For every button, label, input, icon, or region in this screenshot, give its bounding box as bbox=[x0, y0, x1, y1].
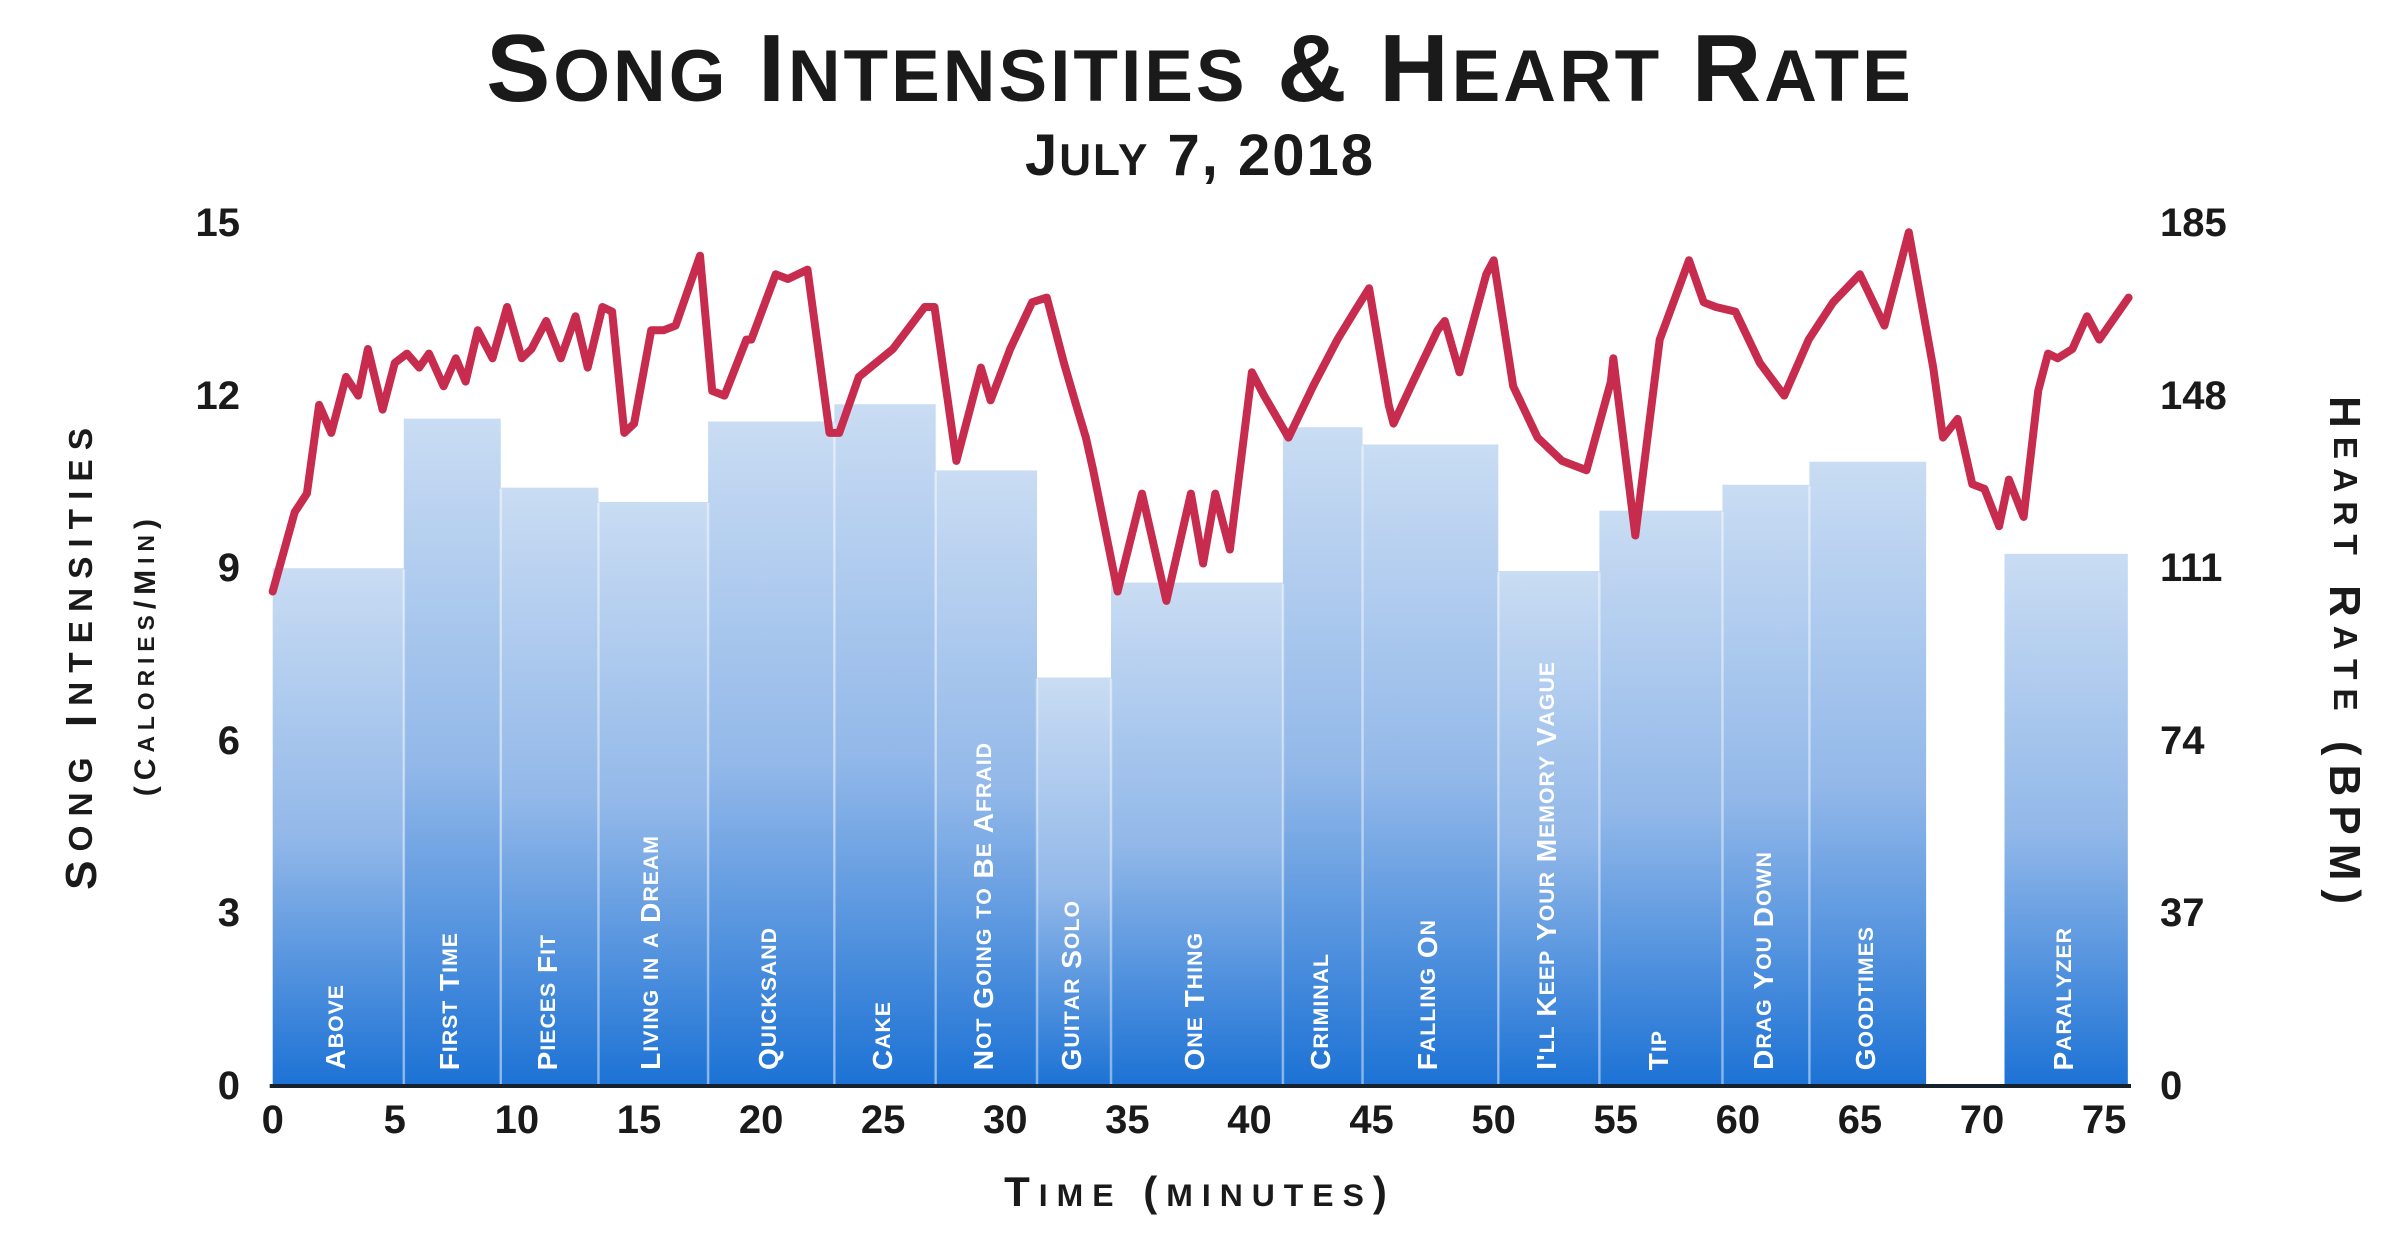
bar-one-thing bbox=[1111, 582, 1283, 1086]
y-left-tick-label: 6 bbox=[217, 718, 240, 763]
bar-label-above: ABOVE bbox=[320, 984, 352, 1070]
bar-pieces-fit bbox=[500, 487, 599, 1086]
x-tick-label: 25 bbox=[860, 1098, 906, 1142]
x-tick-label: 15 bbox=[616, 1098, 662, 1142]
y-left-axis-subtitle-wrap: (CALORIES/MIN) bbox=[116, 223, 176, 1086]
bar-criminal bbox=[1282, 427, 1363, 1086]
y-right-tick-label: 148 bbox=[2160, 373, 2227, 418]
bar-label-one-thing: ONE THING bbox=[1178, 931, 1210, 1070]
y-left-tick-label: 3 bbox=[217, 891, 240, 936]
bar-paralyzer bbox=[2004, 553, 2128, 1086]
bar-label-i-ll-keep-your-memory-vague: I'LL KEEP YOUR MEMORY VAGUE bbox=[1530, 661, 1562, 1070]
y-right-axis-title-wrap: HEART RATE (BPM) bbox=[2306, 223, 2382, 1086]
x-tick-label: 70 bbox=[1959, 1098, 2005, 1142]
y-right-tick-label: 0 bbox=[2160, 1064, 2183, 1108]
y-right-tick-label: 37 bbox=[2160, 891, 2205, 936]
y-left-axis-title-wrap: SONG INTENSITIES bbox=[44, 223, 120, 1086]
chart-subtitle: JULY 7, 2018 bbox=[1024, 123, 1376, 188]
x-axis-title: TIME (MINUTES) bbox=[1004, 1168, 1396, 1215]
x-tick-label: 10 bbox=[494, 1098, 540, 1142]
bar-i-ll-keep-your-memory-vague bbox=[1498, 571, 1600, 1086]
bar-label-falling-on: FALLING ON bbox=[1412, 918, 1444, 1070]
bar-falling-on bbox=[1362, 444, 1499, 1087]
bar-label-tip: TIP bbox=[1642, 1029, 1674, 1070]
x-tick-label: 35 bbox=[1105, 1098, 1150, 1142]
bar-label-criminal: CRIMINAL bbox=[1304, 953, 1336, 1070]
x-tick-label: 40 bbox=[1227, 1098, 1272, 1142]
bar-label-pieces-fit: PIECES FIT bbox=[531, 933, 563, 1070]
bar-label-goodtimes: GOODTIMES bbox=[1849, 925, 1881, 1070]
bar-first-time bbox=[403, 418, 501, 1086]
x-tick-label: 45 bbox=[1349, 1098, 1394, 1142]
bar-label-first-time: FIRST TIME bbox=[434, 931, 466, 1070]
y-right-tick-label: 111 bbox=[2160, 546, 2223, 591]
bar-quicksand bbox=[708, 421, 835, 1086]
x-tick-label: 65 bbox=[1837, 1098, 1883, 1142]
bar-not-going-to-be-afraid bbox=[935, 470, 1038, 1087]
y-left-axis-title: SONG INTENSITIES bbox=[57, 419, 106, 890]
x-tick-label: 30 bbox=[983, 1098, 1028, 1142]
bar-cake bbox=[834, 404, 936, 1087]
bar-separators bbox=[402, 422, 1811, 1085]
y-right-tick-label: 185 bbox=[2160, 201, 2227, 245]
y-left-tick-label: 12 bbox=[195, 373, 241, 418]
bar-label-paralyzer: PARALYZER bbox=[2048, 926, 2080, 1071]
y-left-tick-label: 15 bbox=[195, 201, 241, 245]
x-tick-label: 75 bbox=[2081, 1098, 2127, 1142]
x-tick-label: 60 bbox=[1715, 1098, 1761, 1142]
bar-tip bbox=[1599, 510, 1723, 1087]
chart-title: SONG INTENSITIES & HEART RATE bbox=[486, 15, 1914, 122]
bar-label-cake: CAKE bbox=[867, 1000, 898, 1070]
bar-label-not-going-to-be-afraid: NOT GOING TO BE AFRAID bbox=[968, 741, 1000, 1070]
bar-series bbox=[272, 404, 2128, 1087]
x-tick-label: 0 bbox=[261, 1098, 284, 1142]
bar-guitar-solo bbox=[1037, 677, 1112, 1086]
heart-rate-line bbox=[268, 228, 2133, 605]
bar-living-in-a-dream bbox=[598, 502, 709, 1087]
bar-label-drag-you-down: DRAG YOU DOWN bbox=[1747, 851, 1779, 1070]
bar-label-quicksand: QUICKSAND bbox=[753, 926, 785, 1070]
bar-drag-you-down bbox=[1722, 484, 1810, 1086]
y-left-tick-label: 0 bbox=[217, 1064, 240, 1108]
y-left-tick-label: 9 bbox=[217, 546, 240, 591]
bar-above bbox=[272, 568, 404, 1086]
x-tick-label: 5 bbox=[383, 1098, 406, 1142]
bar-goodtimes bbox=[1809, 461, 1927, 1087]
x-tick-label: 50 bbox=[1471, 1098, 1516, 1142]
bar-label-guitar-solo: GUITAR SOLO bbox=[1056, 899, 1088, 1070]
y-right-axis-title: HEART RATE (BPM) bbox=[2320, 396, 2369, 913]
x-tick-label: 55 bbox=[1593, 1098, 1639, 1142]
x-tick-label: 20 bbox=[738, 1098, 784, 1142]
bar-label-living-in-a-dream: LIVING IN A DREAM bbox=[635, 835, 667, 1070]
y-right-tick-label: 74 bbox=[2160, 718, 2205, 763]
